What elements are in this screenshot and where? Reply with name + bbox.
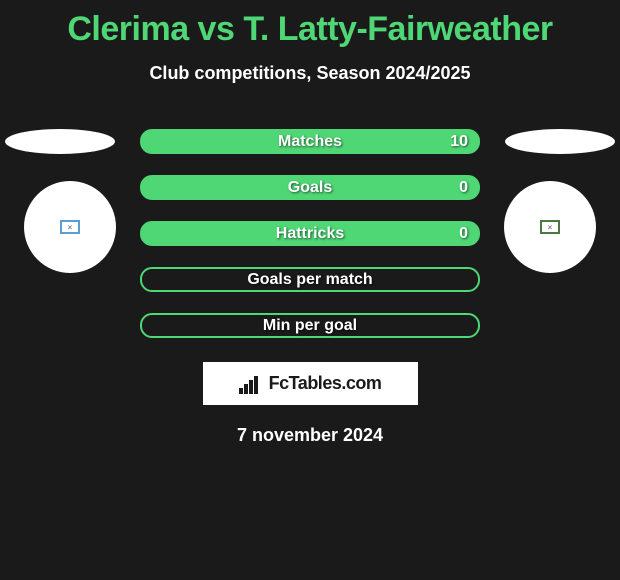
page-title: Clerima vs T. Latty-Fairweather [0, 0, 620, 49]
stat-label: Matches [278, 133, 342, 151]
stat-label: Hattricks [276, 225, 344, 243]
subtitle: Club competitions, Season 2024/2025 [0, 63, 620, 84]
stat-value: 10 [450, 133, 468, 151]
placeholder-icon: × [68, 223, 73, 232]
logo-text: FcTables.com [269, 373, 382, 394]
date-label: 7 november 2024 [0, 425, 620, 446]
player-left-avatar: × [24, 181, 116, 273]
player-right-avatar: × [504, 181, 596, 273]
player-right-ellipse [505, 129, 615, 154]
stat-label: Min per goal [263, 317, 357, 335]
player-left-ellipse [5, 129, 115, 154]
stat-label: Goals [288, 179, 332, 197]
player-left-badge-icon: × [60, 220, 80, 234]
chart-bars-icon [239, 374, 263, 394]
stat-bar-hattricks: Hattricks 0 [140, 221, 480, 246]
stat-bar-goals: Goals 0 [140, 175, 480, 200]
stat-label: Goals per match [247, 271, 372, 289]
stat-value: 0 [459, 225, 468, 243]
comparison-area: × × Matches 10 Goals 0 Hattricks 0 Goals… [0, 129, 620, 446]
stat-bar-min-per-goal: Min per goal [140, 313, 480, 338]
player-right-badge-icon: × [540, 220, 560, 234]
stat-bar-matches: Matches 10 [140, 129, 480, 154]
placeholder-icon: × [548, 223, 553, 232]
stats-bars: Matches 10 Goals 0 Hattricks 0 Goals per… [140, 129, 480, 338]
site-logo[interactable]: FcTables.com [203, 362, 418, 405]
stat-value: 0 [459, 179, 468, 197]
stat-bar-goals-per-match: Goals per match [140, 267, 480, 292]
